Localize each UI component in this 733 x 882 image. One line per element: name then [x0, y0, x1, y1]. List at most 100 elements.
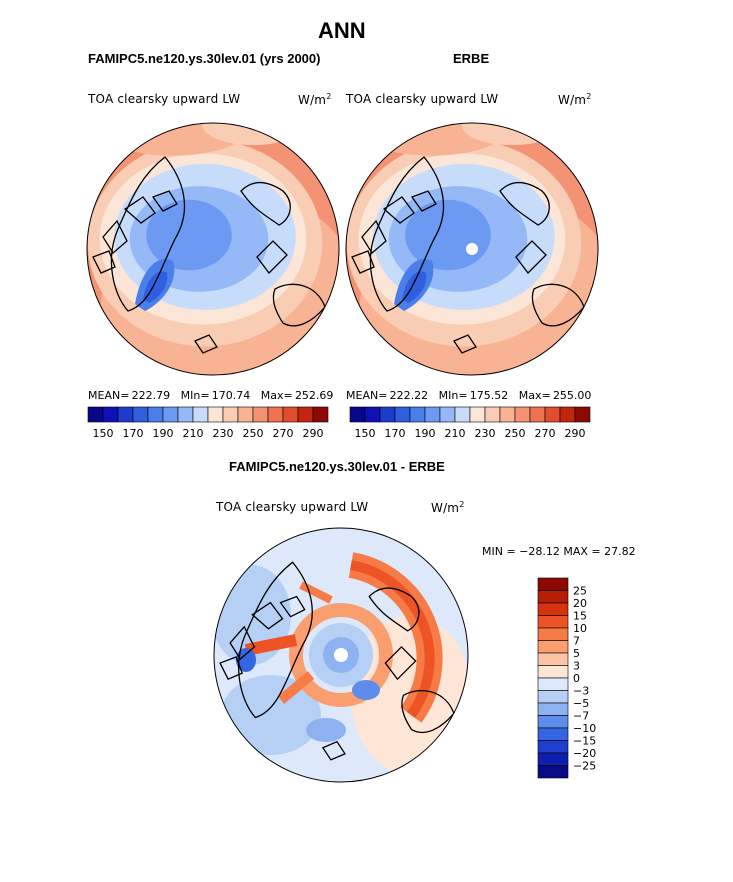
left-coastline	[92, 250, 116, 274]
right-colorbar-box	[394, 406, 411, 423]
left-mean-value: 222.79	[131, 389, 171, 402]
right-units-base: W/m	[558, 93, 587, 107]
diff-coastline	[321, 740, 347, 761]
left-coastline	[123, 196, 156, 224]
right-coastline	[361, 219, 387, 254]
right-map	[345, 122, 599, 376]
diff-colorbar-tick-label: −3	[573, 685, 589, 698]
right-colorbar-tick-label: 170	[385, 427, 406, 440]
diff-colorbar-box	[537, 677, 569, 691]
left-coastline	[151, 190, 178, 212]
left-colorbar-tick-label: 150	[93, 427, 114, 440]
diff-units-label: W/m2	[431, 500, 465, 515]
right-colorbar-box	[454, 406, 471, 423]
diff-coastline	[251, 601, 284, 630]
left-colorbar-box	[207, 406, 224, 423]
diff-colorbar-box	[537, 727, 569, 741]
right-colorbar-box	[439, 406, 456, 423]
diff-field-band	[236, 648, 256, 672]
right-min-value: 175.52	[469, 389, 509, 402]
diff-pole-hole	[334, 648, 348, 662]
left-colorbar-box	[177, 406, 194, 423]
right-colorbar-tick-label: 210	[445, 427, 466, 440]
left-colorbar: 150 170 190 210 230 250 270 290	[87, 406, 329, 440]
diff-variable-label: TOA clearsky upward LW	[216, 500, 369, 514]
diff-colorbar-box	[537, 627, 569, 641]
right-coastline	[515, 240, 547, 274]
left-min-label: MIn=	[180, 389, 210, 402]
right-min-label: MIn=	[438, 389, 468, 402]
diff-units-base: W/m	[431, 501, 460, 515]
left-colorbar-tick-label: 190	[153, 427, 174, 440]
diff-minmax-text: MIN = −28.12 MAX = 27.82	[482, 545, 636, 558]
diff-colorbar-box	[537, 690, 569, 704]
left-colorbar-tick-label: 250	[243, 427, 264, 440]
left-field-band	[143, 271, 168, 303]
left-colorbar-box	[252, 406, 269, 423]
diff-colorbar-box	[537, 615, 569, 629]
left-coastline	[256, 240, 288, 274]
diff-field-band	[221, 675, 321, 755]
left-colorbar-tick-label: 290	[303, 427, 324, 440]
right-colorbar-tick-label: 230	[475, 427, 496, 440]
left-colorbar-box	[162, 406, 179, 423]
left-colorbar-box	[267, 406, 284, 423]
diff-colorbar-tick-label: 0	[573, 672, 580, 685]
diff-colorbar-tick-label: 25	[573, 585, 587, 598]
left-colorbar-tick-label: 170	[123, 427, 144, 440]
right-colorbar-tick-label: 250	[505, 427, 526, 440]
diff-colorbar-tick-label: 20	[573, 597, 587, 610]
diff-colorbar-box	[537, 752, 569, 766]
right-units-exp: 2	[586, 92, 592, 101]
right-colorbar-box	[514, 406, 531, 423]
diff-field-band	[299, 581, 333, 604]
right-colorbar-box	[379, 406, 396, 423]
diff-field-band	[289, 603, 393, 707]
diff-coastline	[384, 646, 417, 681]
diff-colorbar-tick-label: −10	[573, 722, 596, 735]
right-colorbar-box	[349, 406, 366, 423]
diff-colorbar-tick-label: 5	[573, 647, 580, 660]
diff-colorbar-box	[537, 740, 569, 754]
right-colorbar-box	[529, 406, 546, 423]
left-colorbar-box	[282, 406, 299, 423]
right-colorbar-box	[364, 406, 381, 423]
right-colorbar-tick-label: 270	[535, 427, 556, 440]
right-coastline	[499, 182, 550, 226]
right-variable-label: TOA clearsky upward LW	[346, 92, 499, 106]
right-stats: MEAN= 222.22 MIn= 175.52 Max= 255.00	[346, 389, 591, 402]
right-colorbar-box	[499, 406, 516, 423]
left-colorbar-tick-label: 230	[213, 427, 234, 440]
diff-field-band	[244, 634, 298, 656]
diff-field-band	[306, 718, 346, 742]
right-colorbar: 150 170 190 210 230 250 270 290	[349, 406, 591, 440]
left-map	[86, 122, 340, 376]
right-pole-hole	[466, 243, 478, 255]
diff-colorbar-tick-label: −25	[573, 760, 596, 773]
left-colorbar-box	[237, 406, 254, 423]
figure-title: ANN	[318, 18, 366, 43]
diff-coastline	[401, 689, 455, 734]
diff-colorbar-tick-label: −5	[573, 697, 589, 710]
right-colorbar-tick-label: 150	[355, 427, 376, 440]
diff-field-band	[350, 560, 435, 718]
right-map-border	[345, 122, 599, 376]
right-panel-title: ERBE	[453, 51, 490, 66]
right-colorbar-box	[484, 406, 501, 423]
left-units-exp: 2	[326, 92, 332, 101]
left-stats: MEAN= 222.79 MIn= 170.74 Max= 252.69	[88, 389, 333, 402]
left-units-label: W/m2	[298, 92, 332, 107]
diff-colorbar-box	[537, 765, 569, 779]
right-colorbar-box	[424, 406, 441, 423]
right-colorbar-box	[544, 406, 561, 423]
right-units-label: W/m2	[558, 92, 592, 107]
diff-colorbar-tick-label: 7	[573, 635, 580, 648]
diff-units-exp: 2	[459, 500, 465, 509]
diff-colorbar-box	[537, 702, 569, 716]
left-colorbar-box	[87, 406, 104, 423]
diff-coastline	[279, 595, 306, 618]
right-coastline	[369, 156, 445, 312]
diff-colorbar-box	[537, 715, 569, 729]
